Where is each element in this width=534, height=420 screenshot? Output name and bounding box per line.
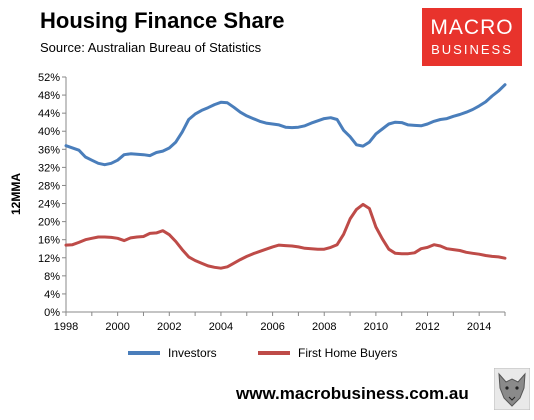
chart-subtitle: Source: Australian Bureau of Statistics — [40, 40, 262, 55]
legend-swatch-first-home-buyers — [258, 351, 290, 355]
x-tick-label: 2012 — [415, 321, 439, 333]
y-tick-label: 4% — [44, 289, 60, 301]
y-tick-label: 16% — [38, 235, 60, 247]
y-tick-label: 8% — [44, 271, 60, 283]
legend-swatch-investors — [128, 351, 160, 355]
legend-item-first-home-buyers: First Home Buyers — [258, 346, 397, 360]
series-line-investors — [64, 83, 507, 167]
x-tick-label: 2000 — [105, 321, 129, 333]
wolf-mascot-icon — [494, 368, 530, 410]
y-tick-label: 48% — [38, 90, 60, 102]
y-tick-label: 52% — [38, 72, 60, 84]
x-tick-label: 2010 — [364, 321, 388, 333]
x-tick-label: 2006 — [260, 321, 284, 333]
website-url: www.macrobusiness.com.au — [236, 384, 469, 403]
logo-line2: BUSINESS — [431, 42, 513, 57]
y-tick-label: 28% — [38, 180, 60, 192]
y-tick-label: 20% — [38, 217, 60, 229]
y-tick-label: 40% — [38, 126, 60, 138]
macrobusiness-logo: MACRO BUSINESS — [422, 8, 522, 66]
x-tick-label: 1998 — [54, 321, 78, 333]
y-tick-label: 44% — [38, 108, 60, 120]
legend-label-first-home-buyers: First Home Buyers — [298, 346, 398, 360]
series-line-first-home-buyers — [64, 202, 507, 270]
legend-item-investors: Investors — [128, 346, 217, 360]
legend-label-investors: Investors — [168, 346, 217, 360]
y-tick-label: 12% — [38, 253, 60, 265]
x-tick-label: 2002 — [157, 321, 181, 333]
x-tick-label: 2008 — [312, 321, 336, 333]
y-tick-label: 0% — [44, 307, 60, 319]
y-tick-label: 24% — [38, 199, 60, 211]
y-tick-label: 32% — [38, 162, 60, 174]
x-tick-label: 2004 — [209, 321, 233, 333]
axes: 0% 4% 8% 12% 16% 20% 24% 28% 32% 36% 40% 44% 48% 52% 1… — [38, 72, 506, 333]
x-tick-label: 2014 — [467, 321, 491, 333]
y-axis-label: 12MMA — [9, 173, 23, 215]
logo-line1: MACRO — [430, 16, 514, 39]
y-tick-label: 36% — [38, 144, 60, 156]
series-layer — [64, 83, 507, 270]
chart-title: Housing Finance Share — [40, 8, 285, 33]
